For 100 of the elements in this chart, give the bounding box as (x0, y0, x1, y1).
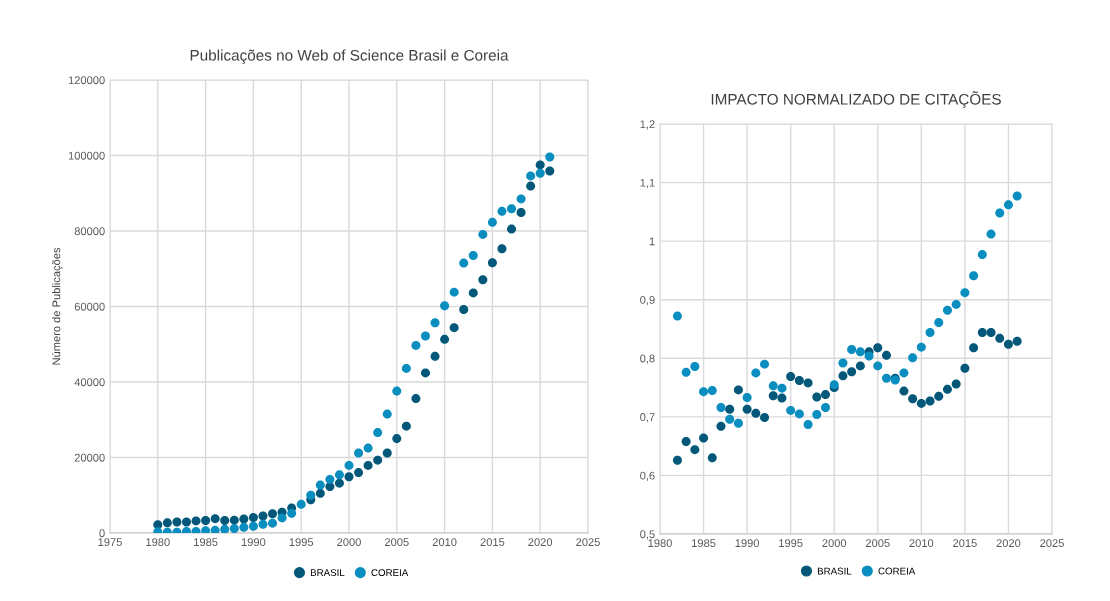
point (535, 168, 545, 178)
chart-title: Publicações no Web of Science Brasil e Coreia (190, 49, 509, 64)
legend-label: COREIA (878, 567, 916, 575)
point (794, 376, 804, 386)
point (354, 468, 364, 478)
point (239, 514, 249, 524)
point (545, 152, 555, 162)
point (969, 343, 979, 353)
point (478, 275, 488, 285)
point (803, 419, 813, 429)
point (449, 323, 459, 333)
point (812, 392, 822, 402)
point (497, 206, 507, 216)
x-tick-label: 2025 (1040, 539, 1064, 548)
point (742, 404, 752, 414)
point (229, 515, 239, 525)
point (977, 328, 987, 338)
point (277, 513, 287, 523)
y-tick-label: 100000 (68, 151, 105, 160)
point (786, 405, 796, 415)
x-tick-label: 1995 (289, 538, 314, 547)
point (354, 448, 364, 458)
point (777, 393, 787, 403)
point (459, 258, 469, 268)
point (672, 311, 682, 321)
point (960, 363, 970, 373)
point (344, 472, 354, 482)
point (306, 490, 316, 500)
point (855, 347, 865, 357)
point (258, 519, 268, 529)
point (855, 361, 865, 371)
point (172, 517, 182, 527)
point (459, 305, 469, 315)
point (468, 288, 478, 298)
point (916, 398, 926, 408)
point (363, 443, 373, 453)
point (363, 460, 373, 470)
point (315, 488, 325, 498)
legend-label: BRASIL (310, 569, 345, 577)
point (934, 318, 944, 328)
point (248, 513, 258, 523)
y-tick-label: 40000 (74, 378, 105, 387)
point (908, 394, 918, 404)
point (960, 288, 970, 298)
point (449, 287, 459, 297)
point (733, 418, 743, 428)
point (690, 445, 700, 455)
point (838, 371, 848, 381)
point (248, 521, 258, 531)
point (794, 409, 804, 419)
x-tick-label: 1985 (692, 539, 716, 548)
x-tick-label: 2025 (576, 538, 600, 547)
point (672, 455, 682, 465)
point (707, 453, 717, 463)
point (873, 343, 883, 353)
point (716, 421, 726, 431)
point (401, 363, 411, 373)
point (516, 194, 526, 204)
point (899, 386, 909, 396)
y-tick-label: 20000 (74, 453, 105, 462)
point (181, 526, 191, 533)
x-tick-label: 2005 (385, 538, 409, 547)
point (821, 402, 831, 412)
point (995, 333, 1005, 343)
point (487, 258, 497, 268)
point (420, 368, 430, 378)
point (986, 229, 996, 239)
x-tick-label: 2000 (337, 538, 361, 547)
point (925, 396, 935, 406)
point (201, 516, 211, 526)
point (1003, 339, 1013, 349)
x-tick-label: 2000 (822, 539, 847, 548)
point (334, 478, 344, 488)
x-tick-label: 2005 (865, 539, 890, 548)
point (535, 160, 545, 170)
point (725, 404, 735, 414)
x-tick-label: 1990 (241, 538, 266, 547)
point (545, 166, 555, 176)
y-tick-label: 60000 (74, 302, 105, 311)
point (995, 208, 1005, 218)
x-tick-label: 1980 (146, 538, 170, 547)
point (951, 379, 961, 389)
point (258, 511, 268, 521)
point (768, 391, 778, 401)
point (977, 250, 987, 260)
point (201, 526, 211, 533)
point (699, 387, 709, 397)
point (191, 516, 201, 526)
point (707, 386, 717, 395)
point (916, 342, 926, 352)
point (191, 526, 201, 533)
point (526, 171, 536, 181)
y-tick-label: 1,1 (640, 178, 655, 189)
point (420, 331, 430, 341)
point (1003, 200, 1013, 210)
y-tick-label: 0,5 (640, 530, 655, 540)
y-tick-label: 120000 (68, 76, 105, 85)
point (803, 378, 813, 388)
point (411, 340, 421, 350)
point (751, 368, 761, 378)
